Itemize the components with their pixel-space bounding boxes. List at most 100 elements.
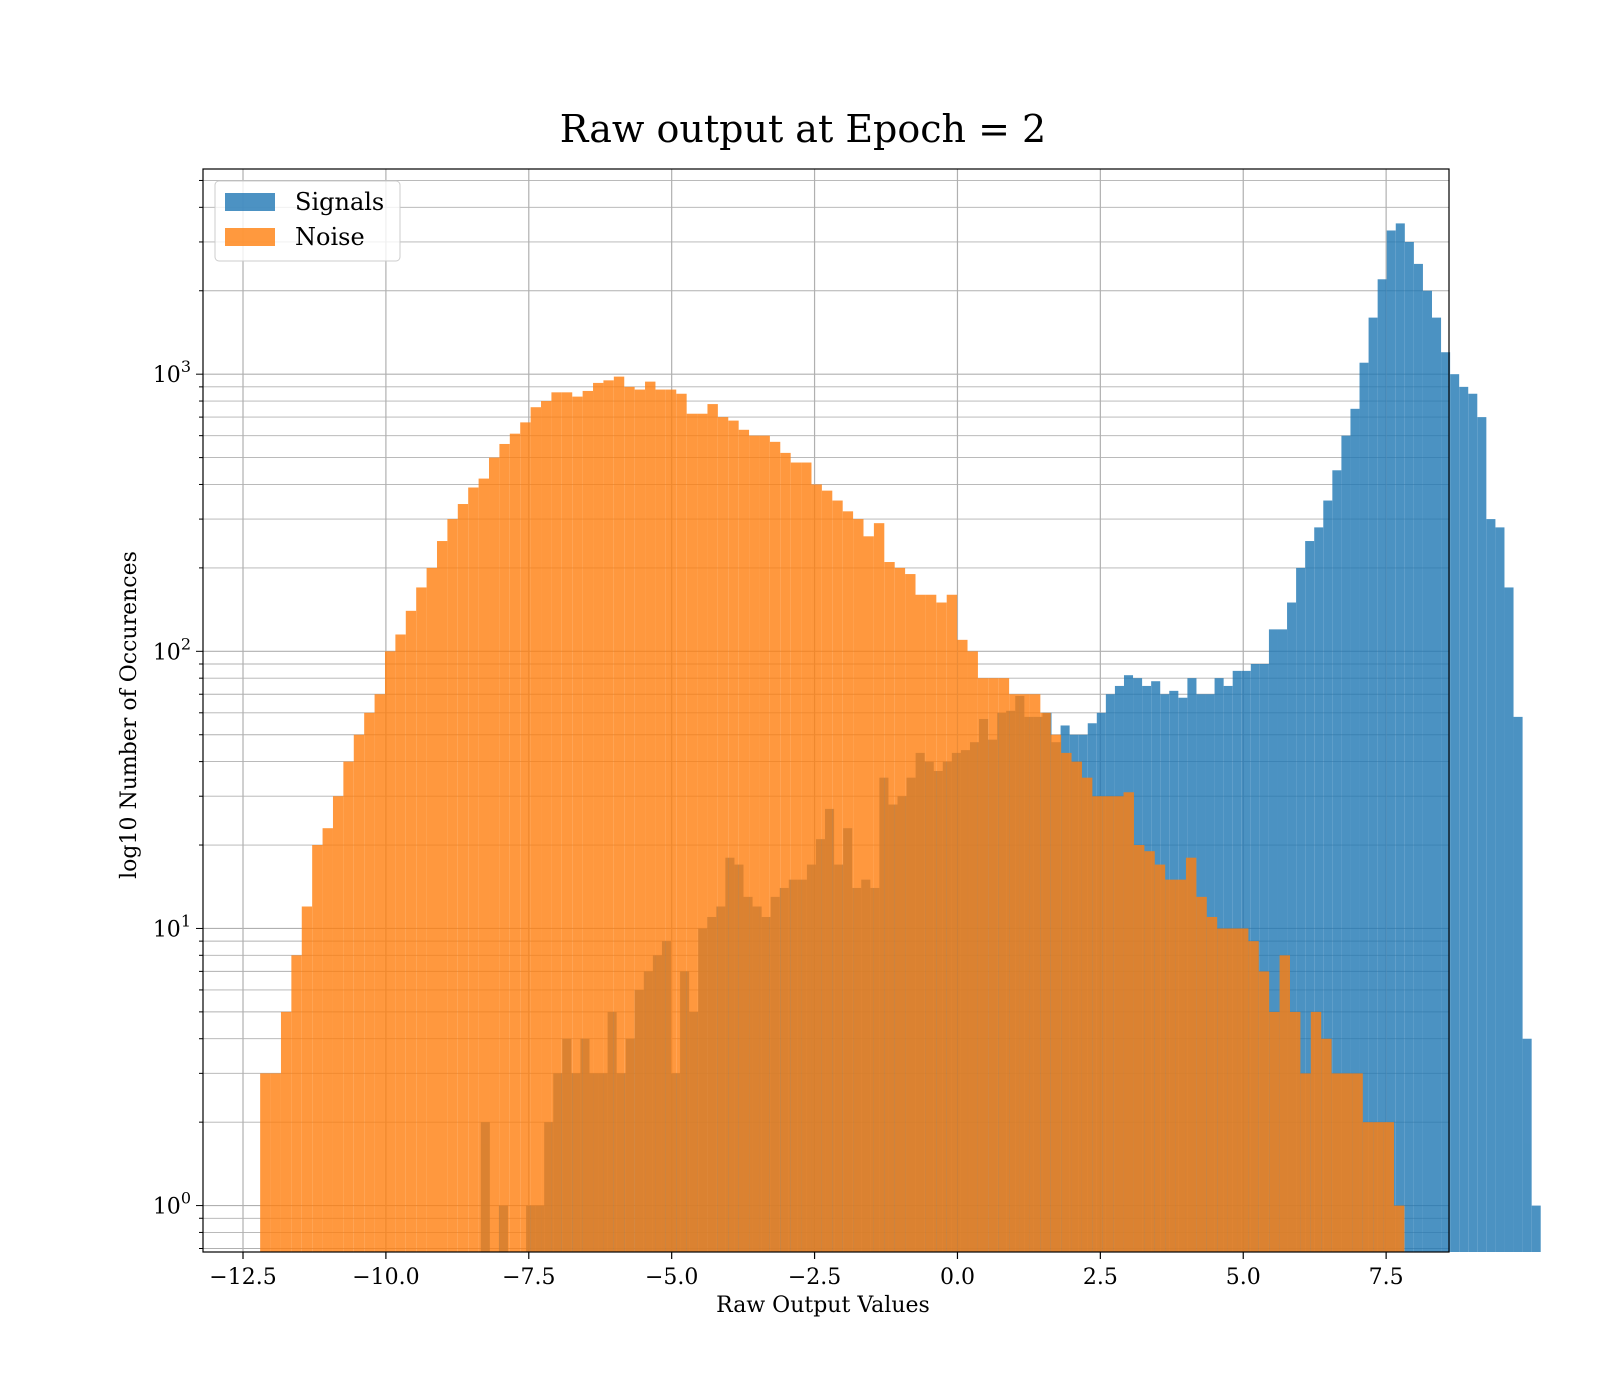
histogram-bar xyxy=(1289,1011,1301,1252)
histogram-bar xyxy=(1341,435,1351,1252)
histogram-bar xyxy=(645,381,656,1252)
histogram-bar xyxy=(572,396,583,1252)
histogram-bar xyxy=(925,594,937,1252)
histogram-bar xyxy=(561,392,573,1253)
histogram-bar xyxy=(967,651,978,1252)
y-tick-label: 100 xyxy=(153,1189,191,1220)
histogram-bar xyxy=(1268,629,1278,1252)
histogram-bar xyxy=(322,828,333,1252)
histogram-bar xyxy=(499,443,510,1252)
x-tick-label: 2.5 xyxy=(1083,1265,1118,1290)
histogram-bar xyxy=(1352,1073,1363,1252)
histogram-bar xyxy=(1305,541,1315,1252)
histogram-bar xyxy=(1394,1205,1405,1252)
histogram-bar xyxy=(686,413,698,1252)
histogram-bar xyxy=(1071,761,1082,1252)
histogram-bar xyxy=(1310,1011,1322,1252)
histogram-bar xyxy=(1300,1073,1311,1252)
histogram-bar xyxy=(489,457,500,1252)
histogram-bar xyxy=(1050,734,1062,1252)
histogram-bar xyxy=(1459,386,1469,1252)
histogram-bar xyxy=(1144,851,1155,1252)
histogram-bar xyxy=(1450,374,1460,1253)
histogram-bar xyxy=(936,602,947,1252)
histogram-bar xyxy=(1185,857,1197,1252)
histogram-bar xyxy=(697,413,708,1252)
histogram-bar xyxy=(1477,417,1487,1252)
histogram-bar xyxy=(749,435,760,1252)
histogram-bar xyxy=(1040,712,1051,1252)
histogram-bar xyxy=(1386,230,1396,1252)
histogram-bar xyxy=(1019,694,1030,1252)
histogram-bar xyxy=(270,1073,281,1252)
chart-title: Raw output at Epoch = 2 xyxy=(560,107,1046,151)
histogram-bar xyxy=(1196,896,1207,1252)
histogram-bar xyxy=(811,484,822,1252)
x-tick-label: −10.0 xyxy=(352,1265,419,1290)
histogram-bar xyxy=(1029,694,1041,1252)
histogram-bar xyxy=(1331,1073,1343,1252)
histogram-bar xyxy=(873,523,885,1252)
histogram-bar xyxy=(988,678,999,1252)
histogram-bar xyxy=(998,678,1010,1252)
histogram-bar xyxy=(1277,629,1288,1252)
histogram-bar xyxy=(1350,408,1360,1252)
histogram-bar xyxy=(1206,916,1218,1252)
histogram-bar xyxy=(530,407,542,1253)
histogram-bar xyxy=(353,734,365,1252)
histogram-bar xyxy=(1522,1038,1532,1252)
y-axis-label: log10 Number of Occurences xyxy=(117,551,142,879)
legend-label: Signals xyxy=(295,188,384,216)
histogram-bar xyxy=(676,393,687,1253)
histogram-bar xyxy=(1422,290,1432,1252)
legend-swatch xyxy=(225,193,275,211)
histogram-bar xyxy=(769,441,781,1252)
x-tick-label: 7.5 xyxy=(1369,1265,1404,1290)
histogram-bar xyxy=(312,845,323,1252)
histogram-bar xyxy=(1237,928,1249,1252)
histogram-bar xyxy=(280,1011,292,1252)
histogram-bar xyxy=(1531,1205,1541,1252)
histogram-bar xyxy=(1404,241,1414,1252)
histogram-bar xyxy=(634,389,646,1253)
histogram-bar xyxy=(759,435,770,1252)
series-noise xyxy=(260,376,1405,1253)
histogram-bar xyxy=(1332,470,1342,1252)
histogram-bar xyxy=(832,500,843,1252)
histogram-bar xyxy=(1227,928,1238,1252)
histogram-bar xyxy=(603,380,614,1252)
histogram-bar xyxy=(541,401,552,1252)
histogram-bar xyxy=(1123,792,1134,1252)
histogram-bar xyxy=(1413,263,1423,1252)
histogram-bar xyxy=(343,761,354,1252)
histogram-bar xyxy=(821,490,833,1252)
histogram-bar xyxy=(1113,796,1124,1252)
histogram-bar xyxy=(1504,587,1514,1252)
histogram-bar xyxy=(707,404,718,1252)
histogram-bar xyxy=(1321,1038,1332,1252)
histogram-bar xyxy=(946,594,958,1252)
histogram-bar xyxy=(884,562,895,1252)
histogram-bar xyxy=(842,511,854,1252)
histogram-bar xyxy=(905,574,916,1252)
histogram-bar xyxy=(1259,663,1269,1252)
x-axis-label: Raw Output Values xyxy=(716,1293,930,1318)
histogram-bar xyxy=(478,478,490,1253)
histogram-bar xyxy=(1342,1073,1353,1252)
histogram-bar xyxy=(1377,279,1387,1252)
histogram-bar xyxy=(1431,317,1442,1252)
x-tick-label: −7.5 xyxy=(502,1265,555,1290)
histogram-bar xyxy=(780,452,791,1253)
histogram-bar xyxy=(1373,1122,1384,1252)
histogram-bar xyxy=(1287,602,1297,1252)
histogram-bar xyxy=(364,712,375,1252)
histogram-bar xyxy=(405,610,417,1252)
bars xyxy=(260,223,1541,1253)
histogram-bar xyxy=(291,955,302,1252)
histogram-bar xyxy=(395,634,406,1252)
histogram-bar xyxy=(426,567,437,1252)
x-tick-label: −12.5 xyxy=(209,1265,276,1290)
histogram-bar xyxy=(738,429,750,1252)
histogram-bar xyxy=(582,390,594,1252)
histogram-bar xyxy=(593,382,604,1252)
